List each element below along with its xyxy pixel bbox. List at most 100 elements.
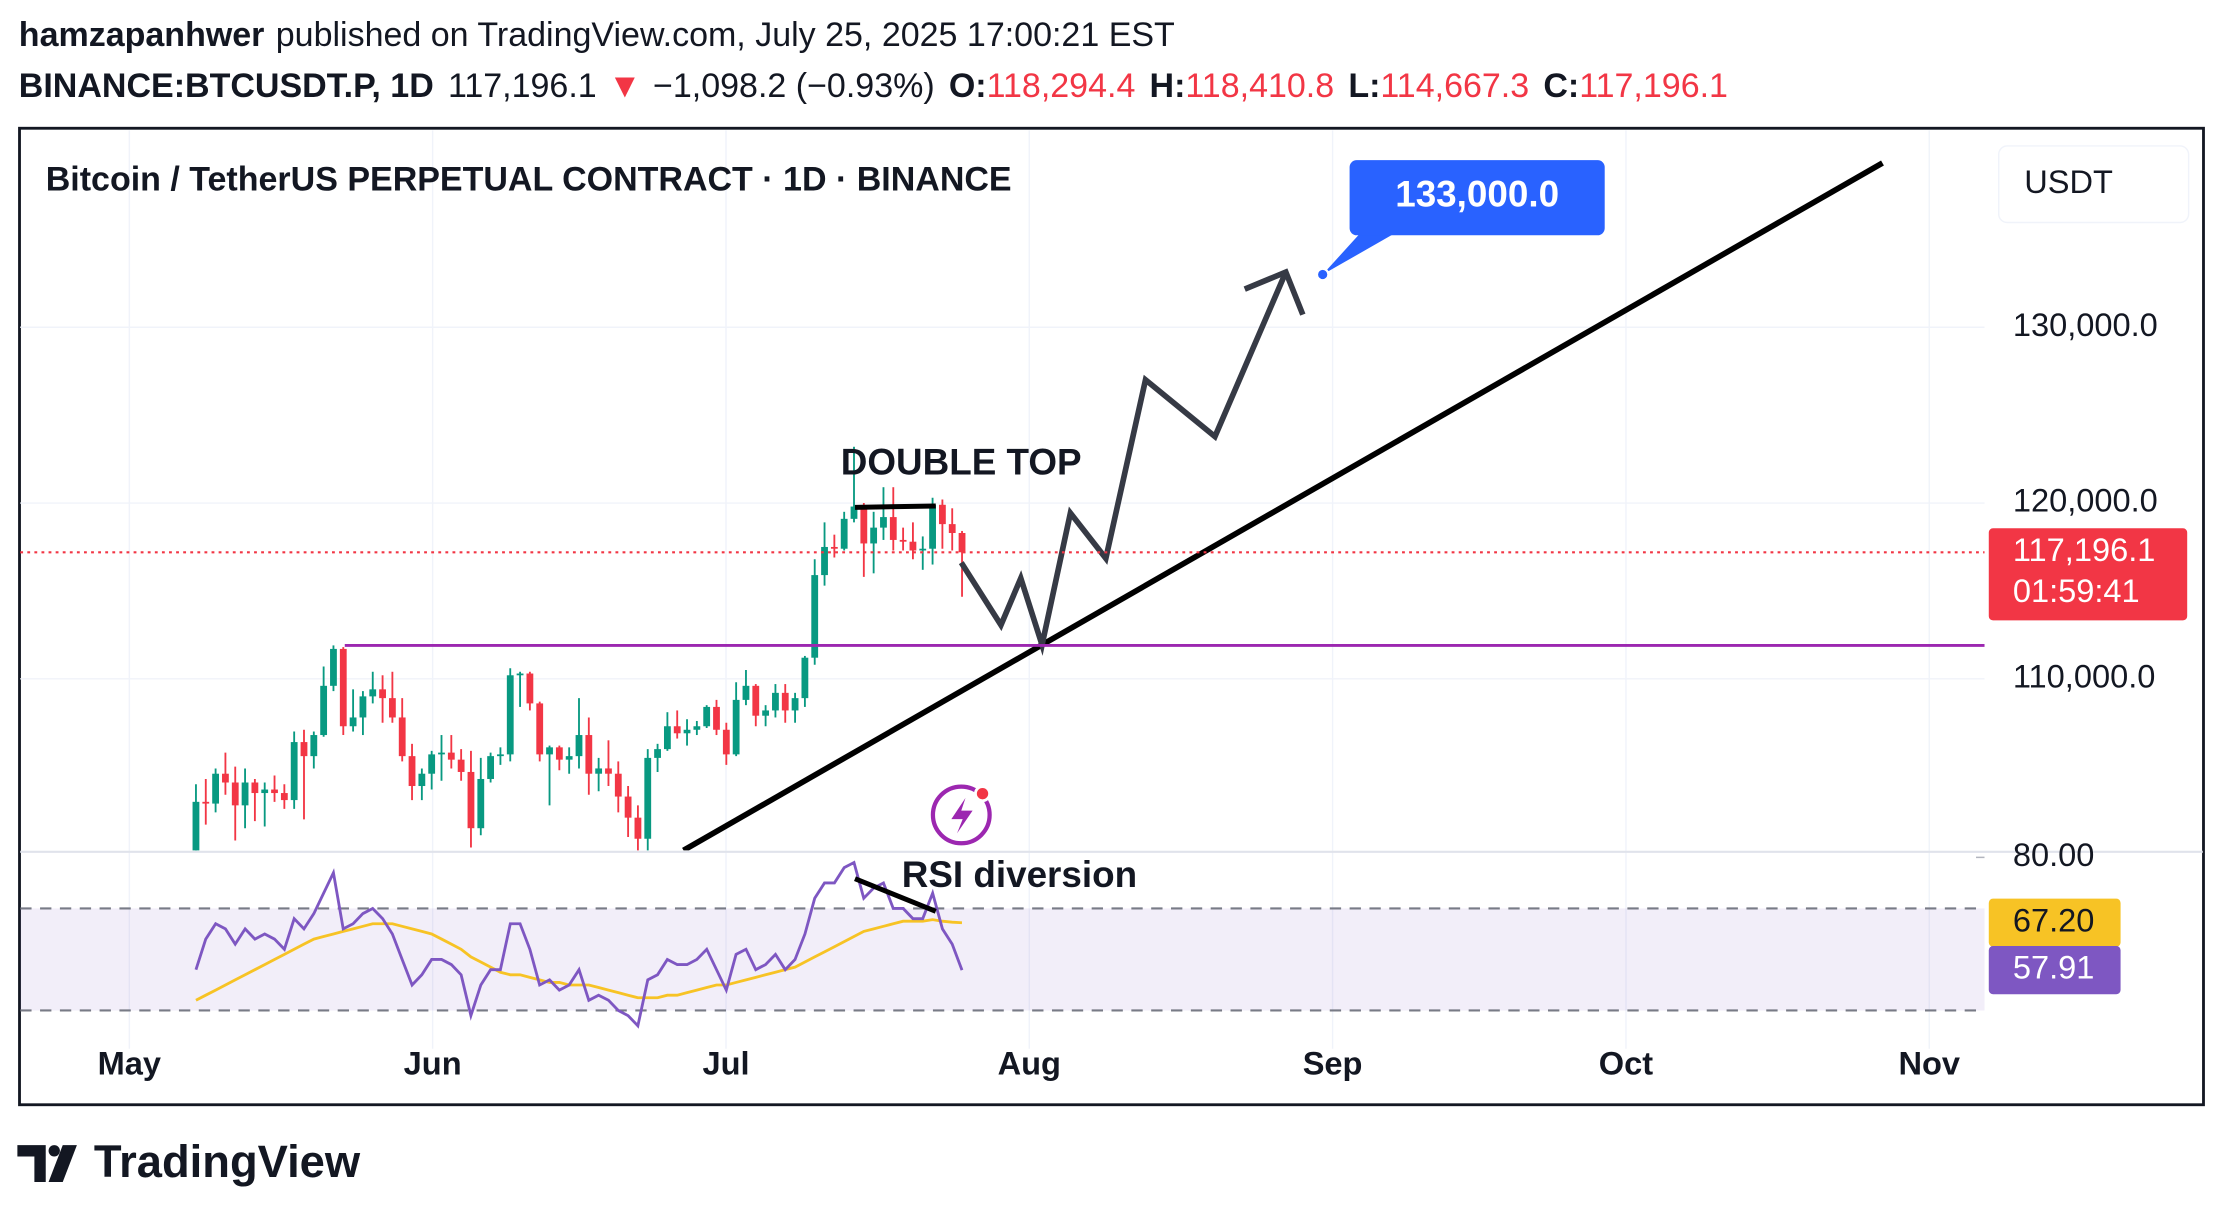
header-line: hamzapanhwer published on TradingView.com… bbox=[19, 16, 1175, 54]
candle-body bbox=[447, 752, 455, 760]
candle-body bbox=[212, 773, 220, 804]
candle-body bbox=[477, 778, 485, 829]
y-tick-label: 130,000.0 bbox=[2013, 306, 2158, 343]
y-tick-label: 120,000.0 bbox=[2013, 482, 2158, 519]
x-tick-label: Jun bbox=[404, 1044, 462, 1081]
candle-body bbox=[536, 703, 544, 755]
candle-body bbox=[251, 782, 259, 794]
rsi-last: 57.91 bbox=[2013, 949, 2095, 986]
candle-body bbox=[565, 756, 573, 760]
candle-body bbox=[781, 692, 789, 711]
rsi-ma-line bbox=[195, 918, 963, 1002]
brand-logo bbox=[17, 1145, 77, 1182]
symbol-line: BINANCE:BTCUSDT.P, 1D 117,196.1 ▼ −1,098.2 … bbox=[19, 67, 1728, 105]
candle-body bbox=[929, 504, 936, 549]
low: 114,667.3 bbox=[1380, 67, 1529, 105]
change: −1,098.2 (−0.93%) bbox=[653, 67, 935, 105]
candle-body bbox=[280, 793, 288, 801]
x-tick-label: Nov bbox=[1898, 1044, 1960, 1081]
close-label: C: bbox=[1543, 67, 1579, 105]
candle-body bbox=[398, 717, 406, 757]
candle-body bbox=[231, 782, 239, 806]
candle-body bbox=[555, 747, 563, 760]
candle-body bbox=[428, 754, 436, 774]
y-tick-label: 110,000.0 bbox=[2013, 657, 2156, 694]
candle-body bbox=[222, 773, 229, 783]
rsi-tag bbox=[1988, 946, 2121, 995]
currency: USDT bbox=[2024, 163, 2113, 200]
candle-body bbox=[595, 768, 603, 774]
candle-body bbox=[457, 759, 465, 772]
candle-body bbox=[889, 517, 897, 540]
close: 117,196.1 bbox=[1579, 67, 1728, 105]
candle-body bbox=[821, 546, 828, 576]
chart-title: Bitcoin / TetherUS PERPETUAL CONTRACT · … bbox=[46, 160, 1012, 198]
candle-body bbox=[703, 706, 711, 727]
alert-bolt bbox=[951, 797, 973, 834]
candle-body bbox=[870, 527, 878, 544]
target-label: 133,000.0 bbox=[1395, 174, 1559, 215]
candle-body bbox=[546, 747, 553, 755]
candle-body bbox=[840, 518, 848, 549]
rsi-line bbox=[194, 860, 964, 1029]
candle-body bbox=[320, 685, 328, 736]
candle-body bbox=[644, 757, 652, 839]
last: 117,196.1 bbox=[448, 67, 597, 105]
candle-body bbox=[624, 796, 632, 818]
alert-icon bbox=[930, 784, 992, 846]
candle-body bbox=[742, 685, 750, 700]
trend-line bbox=[682, 160, 1884, 851]
rsi-ma-tag bbox=[1988, 898, 2121, 947]
candle-body bbox=[339, 648, 347, 727]
candle-body bbox=[261, 789, 269, 794]
candle-body bbox=[369, 689, 377, 697]
projection-arrowhead bbox=[1243, 268, 1306, 316]
candle-body bbox=[909, 541, 917, 551]
rsi-ma-last: 67.20 bbox=[2013, 901, 2095, 938]
low-label: L: bbox=[1348, 67, 1380, 105]
target-callout bbox=[1349, 160, 1605, 236]
candle-body bbox=[487, 756, 495, 779]
candle-body bbox=[467, 771, 475, 829]
open: 118,294.4 bbox=[987, 67, 1136, 105]
candle-body bbox=[654, 749, 661, 758]
candles bbox=[192, 446, 966, 851]
vertical-grid bbox=[128, 130, 1930, 1049]
candle-body bbox=[811, 575, 819, 658]
candle-body bbox=[359, 696, 367, 718]
x-tick-label: Sep bbox=[1303, 1044, 1363, 1081]
candle-body bbox=[693, 726, 701, 730]
high-label: H: bbox=[1150, 67, 1186, 105]
direction: ▼ bbox=[608, 67, 642, 105]
x-tick-label: May bbox=[98, 1044, 161, 1081]
candle-body bbox=[850, 506, 858, 519]
candle-body bbox=[752, 685, 760, 716]
candle-body bbox=[585, 735, 593, 774]
candle-body bbox=[673, 726, 681, 734]
candle-body bbox=[300, 742, 308, 757]
candle-body bbox=[418, 773, 426, 787]
high: 118,410.8 bbox=[1185, 67, 1334, 105]
candle-body bbox=[791, 698, 799, 711]
candle-body bbox=[860, 506, 868, 544]
candle-body bbox=[762, 710, 770, 716]
candle-body bbox=[497, 754, 504, 757]
drawings bbox=[682, 160, 1884, 851]
brand: TradingView bbox=[94, 1136, 361, 1187]
candle-body bbox=[663, 726, 671, 750]
candle-body bbox=[330, 648, 337, 686]
candle-body bbox=[958, 533, 966, 553]
chart-frame bbox=[18, 126, 2205, 1107]
annotation: RSI diversion bbox=[902, 854, 1137, 895]
candle-body bbox=[938, 504, 946, 525]
candle-body bbox=[899, 539, 907, 542]
countdown: 01:59:41 bbox=[2013, 572, 2140, 609]
rsi-band bbox=[20, 908, 1985, 1011]
candle-body bbox=[379, 689, 386, 699]
candle-body bbox=[830, 546, 838, 549]
candle-body bbox=[506, 675, 514, 755]
overlay: 117,196.1 01:59:41 67.20 57.91 133,000.0 bbox=[20, 160, 2188, 995]
author: hamzapanhwer bbox=[19, 16, 265, 54]
